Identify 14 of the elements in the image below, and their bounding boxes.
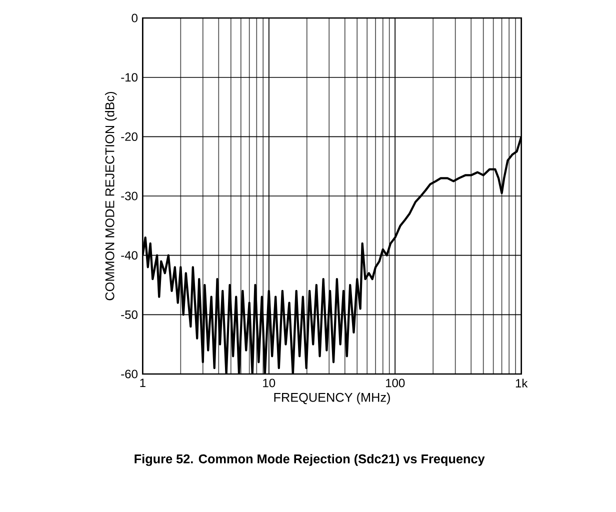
y-tick-label: -60 bbox=[121, 370, 138, 378]
x-tick-label: 1 bbox=[140, 378, 146, 387]
y-tick-label: 0 bbox=[132, 14, 138, 22]
text: Figure 52. Common Mode Rejection (Sdc21) vs Frequency bbox=[134, 454, 485, 466]
x-tick-label: 100 bbox=[386, 378, 405, 388]
x-tick-label: 1k bbox=[516, 378, 528, 388]
x-tick-label: 10 bbox=[263, 378, 276, 388]
y-tick-label: -10 bbox=[121, 73, 138, 82]
y-tick-label: -50 bbox=[121, 310, 138, 319]
y-tick-label: -40 bbox=[121, 251, 138, 260]
y-tick-label: -20 bbox=[121, 132, 138, 141]
y-axis-title: COMMON MODE REJECTION (dBc) bbox=[104, 92, 117, 300]
y-tick-label: -30 bbox=[121, 192, 138, 200]
x-axis-title: FREQUENCY (MHz) bbox=[274, 392, 390, 404]
